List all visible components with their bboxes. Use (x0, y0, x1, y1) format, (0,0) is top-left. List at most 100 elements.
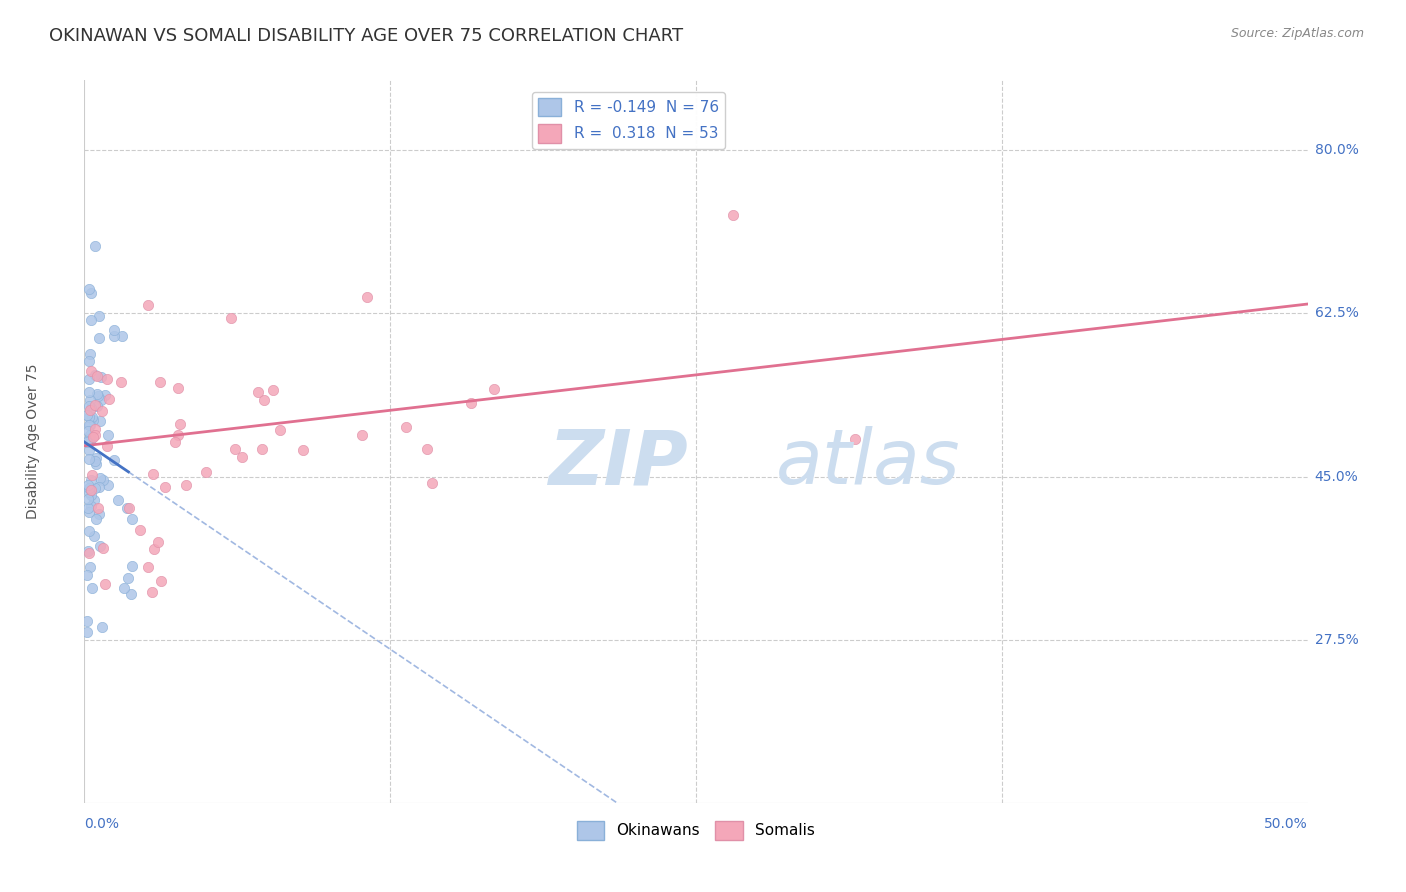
Point (84, 398, 107, 412)
Point (79, 505, 101, 519)
Point (94, 577, 117, 591)
Point (80, 500, 103, 514)
Point (103, 453, 125, 467)
Text: ZIP: ZIP (550, 426, 689, 500)
Point (103, 323, 125, 337)
Point (87, 501, 110, 516)
Point (143, 541, 166, 556)
Point (174, 478, 197, 492)
Point (82, 430, 104, 444)
Point (350, 428, 373, 442)
Point (86, 387, 108, 401)
Point (83, 492, 105, 507)
Point (169, 417, 191, 431)
Point (291, 442, 314, 457)
Point (79, 442, 101, 457)
Point (166, 427, 188, 442)
Point (149, 375, 172, 389)
Point (76, 614, 98, 628)
Point (91, 473, 114, 487)
Point (84, 450, 107, 465)
Point (80, 410, 103, 425)
Point (80, 467, 103, 482)
Point (96, 439, 118, 453)
Point (97, 427, 120, 442)
Point (87, 309, 110, 323)
Point (80, 432, 103, 446)
Point (77, 477, 100, 491)
Point (87, 331, 110, 345)
Text: 0.0%: 0.0% (84, 817, 120, 830)
Point (89, 539, 111, 553)
Point (89, 414, 111, 428)
Point (356, 290, 378, 304)
Text: Source: ZipAtlas.com: Source: ZipAtlas.com (1230, 27, 1364, 40)
Point (80, 313, 103, 327)
Point (416, 442, 439, 456)
Point (84, 428, 107, 442)
Point (231, 450, 253, 464)
Point (83, 529, 105, 543)
Point (482, 382, 505, 396)
Text: 27.5%: 27.5% (1315, 632, 1358, 647)
Point (79, 473, 101, 487)
Point (83, 422, 105, 436)
Text: atlas: atlas (776, 426, 960, 500)
Point (76, 567, 98, 582)
Point (77, 481, 100, 495)
Point (90, 404, 112, 418)
Point (90, 619, 112, 633)
Point (86, 399, 108, 413)
Point (84, 368, 107, 383)
Point (420, 475, 443, 490)
Point (219, 311, 242, 326)
Point (96, 372, 118, 386)
Point (167, 381, 190, 395)
Point (263, 384, 285, 398)
Point (84, 454, 107, 468)
Point (91, 541, 114, 555)
Point (77, 524, 100, 538)
Point (84, 457, 107, 471)
Point (77, 492, 100, 507)
Point (77, 433, 100, 447)
Point (79, 428, 101, 442)
Point (86, 388, 108, 402)
Point (224, 442, 246, 456)
Point (136, 559, 159, 574)
Point (94, 388, 117, 402)
Point (460, 396, 482, 410)
Point (79, 347, 101, 361)
Point (79, 417, 101, 432)
Point (117, 571, 139, 585)
Point (86, 369, 108, 384)
Point (142, 467, 165, 481)
Point (77, 410, 100, 425)
Point (84, 512, 107, 526)
Point (80, 483, 103, 498)
Point (97, 478, 120, 492)
Text: 45.0%: 45.0% (1315, 469, 1358, 483)
Point (149, 574, 172, 588)
Point (76, 625, 98, 640)
Point (110, 375, 132, 389)
Point (84, 238, 107, 252)
Point (77, 417, 100, 432)
Point (79, 403, 101, 417)
Point (79, 488, 101, 502)
Point (155, 480, 177, 494)
Point (80, 581, 103, 595)
Point (136, 298, 159, 312)
Point (89, 508, 111, 522)
Point (79, 484, 101, 499)
Point (90, 392, 112, 407)
Point (112, 581, 135, 595)
Point (82, 413, 104, 427)
Legend: R = -0.149  N = 76, R =  0.318  N = 53: R = -0.149 N = 76, R = 0.318 N = 53 (533, 92, 725, 149)
Point (77, 371, 100, 385)
Point (83, 481, 105, 495)
Point (77, 399, 100, 413)
Text: 62.5%: 62.5% (1315, 306, 1358, 320)
Point (80, 364, 103, 378)
Point (77, 385, 100, 400)
